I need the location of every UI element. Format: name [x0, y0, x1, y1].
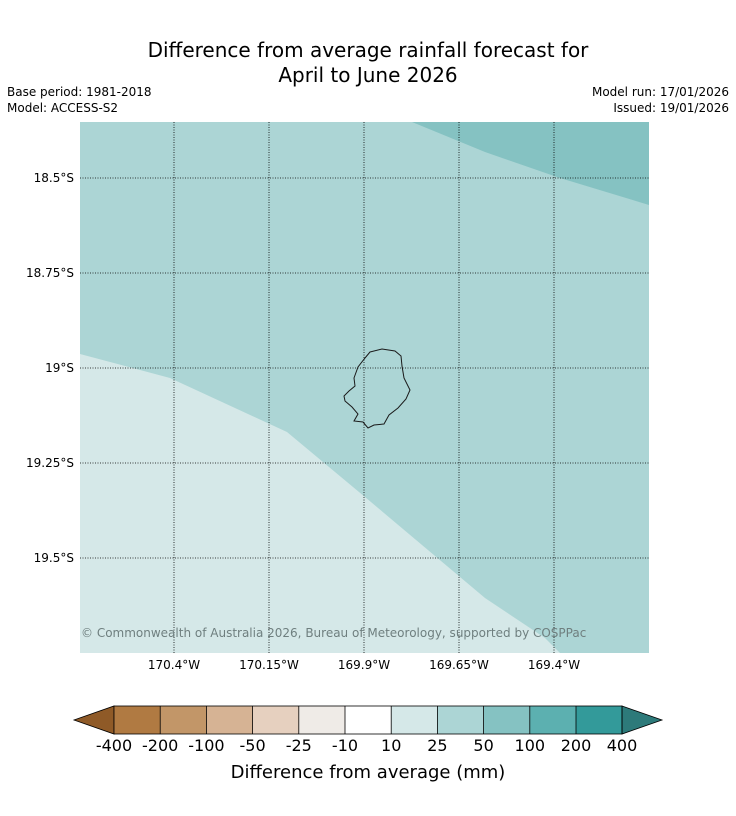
colorbar-swatch	[206, 706, 253, 734]
colorbar-tick-label: 50	[473, 736, 493, 755]
meta-right: Model run: 17/01/2026 Issued: 19/01/2026	[592, 84, 729, 116]
colorbar-outline	[113, 705, 623, 735]
copyright-notice: © Commonwealth of Australia 2026, Bureau…	[81, 626, 586, 640]
colorbar-tick-label: 25	[427, 736, 447, 755]
colorbar-ticks	[159, 706, 577, 734]
map-panel: © Commonwealth of Australia 2026, Bureau…	[80, 122, 649, 653]
colorbar-tick-label: 400	[607, 736, 638, 755]
title-line-1: Difference from average rainfall forecas…	[147, 38, 589, 62]
lon-label: 170.15°W	[239, 658, 299, 672]
zone-50-100	[412, 122, 649, 205]
lat-labels: 18.5°S 18.75°S 19°S 19.25°S 19.5°S	[26, 171, 74, 565]
colorbar-tick-label: 10	[381, 736, 401, 755]
colorbar-swatch-below	[72, 705, 115, 735]
niue-island-outline	[343, 348, 411, 429]
colorbar-swatch	[576, 706, 623, 734]
lon-label: 169.4°W	[528, 658, 580, 672]
lat-label: 19°S	[45, 361, 74, 375]
lon-label: 170.4°W	[148, 658, 200, 672]
colorbar-swatch	[345, 706, 392, 734]
colorbar-swatch	[529, 706, 576, 734]
base-period: Base period: 1981-2018	[7, 85, 152, 99]
lon-labels: 170.4°W 170.15°W 169.9°W 169.65°W 169.4°…	[148, 658, 580, 672]
lat-label: 19.25°S	[26, 456, 74, 470]
model-name: Model: ACCESS-S2	[7, 101, 119, 115]
lat-label: 18.5°S	[34, 171, 74, 185]
model-run: Model run: 17/01/2026	[591, 85, 729, 99]
lat-label: 19.5°S	[34, 551, 74, 565]
colorbar-swatch	[483, 706, 530, 734]
colorbar-swatch	[114, 706, 161, 734]
colorbar-swatch	[252, 706, 299, 734]
lat-label: 18.75°S	[26, 266, 74, 280]
colorbar-label: Difference from average (mm)	[231, 762, 506, 783]
lon-label: 169.9°W	[338, 658, 390, 672]
map-title: Difference from average rainfall forecas…	[0, 38, 736, 88]
zone-10-25	[80, 354, 560, 653]
colorbar-swatch	[391, 706, 438, 734]
colorbar-tick-label: -400	[96, 736, 132, 755]
colorbar-swatch	[160, 706, 207, 734]
lon-label: 169.65°W	[429, 658, 489, 672]
colorbar-tick-label: -25	[286, 736, 312, 755]
title-line-2: April to June 2026	[278, 63, 458, 87]
meta-left: Base period: 1981-2018 Model: ACCESS-S2	[7, 84, 152, 116]
colorbar: -400 -200 -100 -50 -25 -10 10 25 50 100 …	[72, 705, 664, 783]
colorbar-swatch-above	[621, 705, 664, 735]
colorbar-tick-label: 200	[561, 736, 592, 755]
colorbar-tick-label: 100	[515, 736, 546, 755]
colorbar-swatch	[437, 706, 484, 734]
gridlines	[80, 122, 649, 653]
colorbar-tick-label: -10	[332, 736, 358, 755]
issued-date: Issued: 19/01/2026	[613, 101, 729, 115]
colorbar-tick-label: -50	[240, 736, 266, 755]
colorbar-swatch	[298, 706, 345, 734]
colorbar-tick-label: -200	[142, 736, 178, 755]
colorbar-tick-label: -100	[188, 736, 224, 755]
